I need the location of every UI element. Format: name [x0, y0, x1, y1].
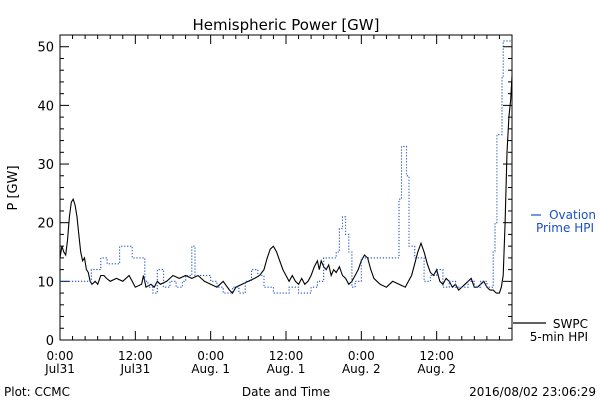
legend-swpc-label-line1: SWPC — [553, 317, 588, 331]
x-tick-time-label: 12:00 — [419, 349, 454, 363]
x-tick-date-label: Jul31 — [119, 362, 150, 376]
plot-frame — [59, 34, 513, 341]
y-tick-label: 0 — [46, 334, 54, 349]
x-axis-label: Date and Time — [242, 385, 330, 399]
x-tick-time-label: 0:00 — [348, 349, 375, 363]
x-tick-date-label: Aug. 1 — [267, 362, 306, 376]
legend-ovation-label-line1: Ovation — [549, 208, 596, 222]
x-tick-time-label: 12:00 — [118, 349, 153, 363]
series-layer — [59, 40, 513, 294]
x-tick-date-label: Jul31 — [44, 362, 75, 376]
y-tick-label: 50 — [37, 41, 54, 56]
y-axis-label: P [GW] — [6, 165, 21, 210]
footer-credit: Plot: CCMC — [4, 385, 70, 399]
chart-title: Hemispheric Power [GW] — [193, 16, 380, 34]
series-ovation-line — [60, 40, 512, 294]
x-tick-time-label: 0:00 — [197, 349, 224, 363]
y-tick-label: 10 — [37, 275, 54, 290]
y-tick-label: 40 — [37, 99, 54, 114]
y-tick-label: 20 — [37, 217, 54, 232]
footer-timestamp: 2016/08/02 23:06:29 — [469, 385, 596, 399]
legend-ovation-label-line2: Prime HPI — [536, 221, 594, 235]
y-tick-label: 30 — [37, 158, 54, 173]
legend-swpc-label-line2: 5-min HPI — [530, 330, 588, 344]
x-tick-time-label: 12:00 — [269, 349, 304, 363]
series-swpc-line — [59, 76, 513, 294]
x-tick-date-label: Aug. 1 — [191, 362, 230, 376]
x-tick-date-label: Aug. 2 — [417, 362, 456, 376]
plot-area — [59, 34, 513, 341]
x-tick-time-label: 0:00 — [47, 349, 74, 363]
x-tick-date-label: Aug. 2 — [342, 362, 381, 376]
